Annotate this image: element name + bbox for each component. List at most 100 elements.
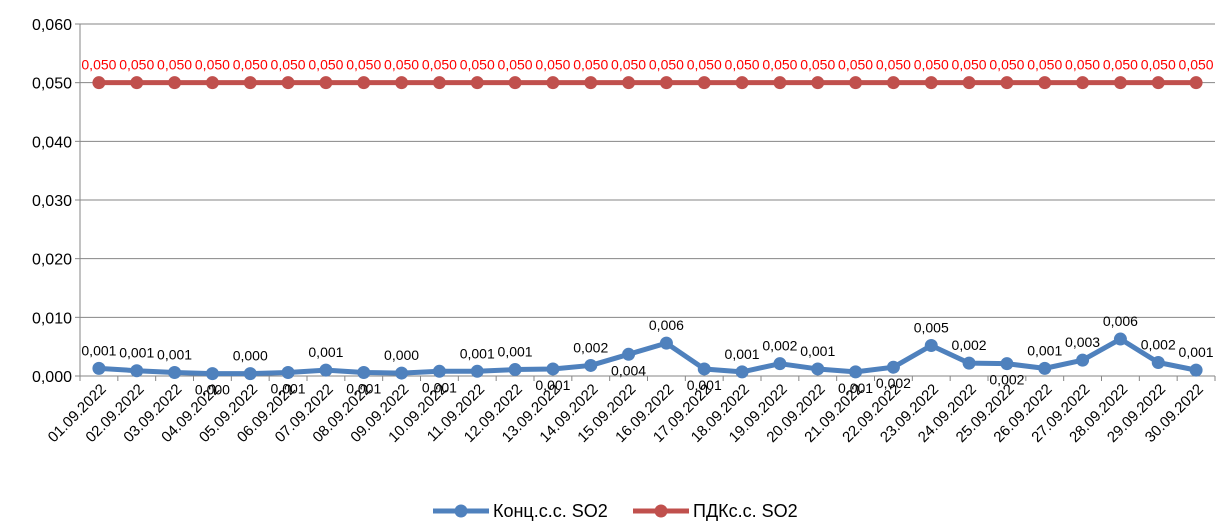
data-point <box>735 365 749 379</box>
y-tick-label: 0,020 <box>32 252 72 269</box>
data-point <box>205 76 219 90</box>
data-label: 0,001 <box>308 344 343 360</box>
data-label: 0,002 <box>989 372 1024 388</box>
data-label: 0,050 <box>157 57 192 73</box>
data-point <box>470 76 484 90</box>
data-point <box>1038 361 1052 375</box>
data-labels: 0,001 0,001 0,0010,0000,0000,0010,0010,001… <box>81 57 1213 398</box>
y-tick-label: 0,050 <box>32 76 72 93</box>
data-point <box>1000 357 1014 371</box>
data-label: 0,050 <box>346 57 381 73</box>
data-label: 0,050 <box>989 57 1024 73</box>
data-point <box>622 76 636 90</box>
data-label: 0,050 <box>1027 57 1062 73</box>
data-label: 0,050 <box>535 57 570 73</box>
data-point <box>92 76 106 90</box>
data-label: 0,050 <box>611 57 646 73</box>
data-label: 0,002 <box>762 338 797 354</box>
data-point <box>508 76 522 90</box>
y-tick-label: 0,030 <box>32 193 72 210</box>
data-point <box>1076 76 1090 90</box>
data-label: 0,001 <box>460 345 495 361</box>
data-label: 0,004 <box>611 362 646 378</box>
data-point <box>432 364 446 378</box>
data-point <box>357 76 371 90</box>
data-label: 0,050 <box>119 57 154 73</box>
data-label: 0,002 <box>952 337 987 353</box>
legend: Конц.с.с. SO2 ПДКс.с. SO2 <box>433 501 798 521</box>
data-point <box>1038 76 1052 90</box>
data-point <box>432 76 446 90</box>
data-label: 0,050 <box>81 57 116 73</box>
data-label: 0,050 <box>195 57 230 73</box>
data-point <box>659 336 673 350</box>
data-point <box>281 76 295 90</box>
data-label: 0,001 <box>271 380 306 396</box>
data-point <box>508 363 522 377</box>
data-label: 0,001 <box>346 380 381 396</box>
data-point <box>168 76 182 90</box>
data-point <box>205 367 219 381</box>
data-label: 0,050 <box>1065 57 1100 73</box>
data-point <box>130 364 144 378</box>
data-point <box>659 76 673 90</box>
data-label: 0,000 <box>384 347 419 363</box>
data-point <box>319 76 333 90</box>
y-axis: 0,000 0,010 0,020 0,030 0,040 0,050 0,060 <box>32 17 81 386</box>
data-point <box>130 76 144 90</box>
data-point <box>886 76 900 90</box>
data-point <box>1076 353 1090 367</box>
data-point <box>243 76 257 90</box>
series-group <box>92 76 1203 381</box>
data-label: 0,050 <box>460 57 495 73</box>
data-label: 0,001 <box>81 342 116 358</box>
data-point <box>546 76 560 90</box>
data-point <box>735 76 749 90</box>
legend-item-1: ПДКс.с. SO2 <box>633 501 798 521</box>
data-label: 0,006 <box>1103 313 1138 329</box>
data-point <box>773 76 787 90</box>
data-point <box>811 362 825 376</box>
data-label: 0,050 <box>308 57 343 73</box>
data-label: 0,003 <box>1065 334 1100 350</box>
data-point <box>622 347 636 361</box>
data-label: 0,001 <box>535 377 570 393</box>
data-point <box>357 365 371 379</box>
data-point <box>849 76 863 90</box>
data-label: 0,050 <box>233 57 268 73</box>
y-tick-label: 0,010 <box>32 310 72 327</box>
data-label: 0,001 <box>498 344 533 360</box>
data-point <box>697 76 711 90</box>
data-label: 0,050 <box>838 57 873 73</box>
data-label: 0,050 <box>1141 57 1176 73</box>
legend-label: ПДКс.с. SO2 <box>693 501 798 521</box>
data-label: 0,050 <box>687 57 722 73</box>
data-point <box>1151 356 1165 370</box>
data-label: 0,000 <box>233 348 268 364</box>
data-point <box>697 362 711 376</box>
data-point <box>1151 76 1165 90</box>
data-point <box>92 361 106 375</box>
data-label: 0,001 <box>422 379 457 395</box>
data-point <box>1189 76 1203 90</box>
y-tick-label: 0,040 <box>32 134 72 151</box>
data-label: 0,050 <box>271 57 306 73</box>
data-label: 0,050 <box>725 57 760 73</box>
data-point <box>281 365 295 379</box>
data-point <box>924 76 938 90</box>
data-label: 0,050 <box>422 57 457 73</box>
data-label: 0,002 <box>876 375 911 391</box>
data-label: 0,000 <box>195 382 230 398</box>
data-point <box>924 338 938 352</box>
data-label: 0,050 <box>876 57 911 73</box>
data-point <box>584 76 598 90</box>
y-tick-label: 0,060 <box>32 17 72 34</box>
legend-marker <box>654 504 668 518</box>
data-label: 0,050 <box>1103 57 1138 73</box>
data-label: 0,002 <box>573 339 608 355</box>
data-label: 0,001 <box>157 346 192 362</box>
data-label: 0,001 <box>838 380 873 396</box>
data-label: 0,050 <box>649 57 684 73</box>
data-point <box>1000 76 1014 90</box>
